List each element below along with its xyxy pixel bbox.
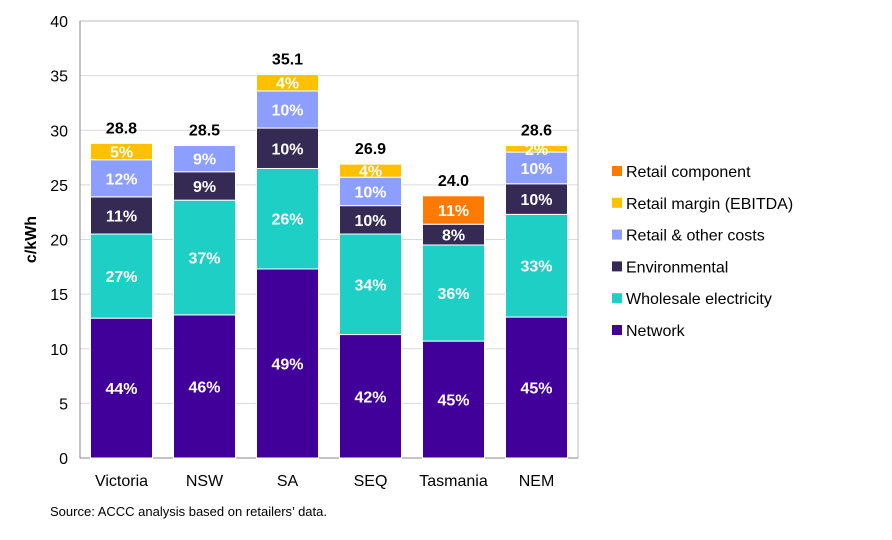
bar-segment [256,268,319,459]
segment-label: 4% [276,76,299,93]
bar-segment [173,171,236,201]
segment-label: 10% [271,102,303,119]
segment-label: 11% [438,203,469,220]
y-tick-label: 20 [50,233,68,250]
total-label: 26.9 [355,141,386,158]
segment-label: 37% [188,251,220,268]
y-tick-label: 35 [50,69,68,86]
segment-label: 10% [520,161,552,178]
bar-segment [173,199,236,316]
y-tick-label: 15 [50,287,68,304]
bar-segment [339,176,402,207]
segment-label: 45% [520,381,552,398]
bar-segment [422,195,485,225]
legend-label: Wholesale electricity [626,291,772,308]
segment-label: 12% [105,171,137,188]
segment-label: 11% [106,208,137,225]
segment-label: 49% [271,356,303,373]
total-label: 24.0 [438,173,469,190]
segment-label: 9% [193,152,216,169]
bar-segment [505,145,568,153]
legend-label: Network [626,323,686,340]
legend-swatch [612,293,622,304]
y-tick-label: 0 [59,451,68,468]
x-tick-label: Tasmania [419,473,488,490]
segment-label: 10% [520,192,552,209]
source-note: Source: ACCC analysis based on retailers… [50,504,327,519]
legend-swatch [612,229,622,240]
bar-segment [256,90,319,129]
legend-label: Environmental [626,259,728,276]
total-label: 28.6 [521,123,552,140]
x-tick-label: SEQ [354,473,388,490]
total-label: 28.5 [189,123,220,140]
bar-segment [256,127,319,169]
segment-label: 5% [110,145,133,162]
bar-segment [339,163,402,178]
bar-segment [90,142,153,161]
segment-label: 8% [442,228,465,245]
bar-segment [339,334,402,459]
segment-label: 45% [437,393,469,410]
bar-segment [505,183,568,215]
total-label: 35.1 [272,52,303,69]
segment-label: 42% [354,389,386,406]
segment-label: 10% [354,184,386,201]
y-tick-label: 30 [50,123,68,140]
segment-label: 10% [354,213,386,230]
segment-label: 9% [193,179,216,196]
segment-label: 46% [188,379,220,396]
segment-label: 33% [520,259,552,276]
bar-segment [173,145,236,173]
bar-segment [339,233,402,336]
legend-label: Retail margin (EBITDA) [626,196,793,213]
x-tick-label: NEM [519,473,555,490]
legend-label: Retail component [626,164,751,181]
total-label: 28.8 [106,120,137,137]
x-tick-label: NSW [186,473,224,490]
segment-label: 2% [525,142,548,159]
bar-segment [90,159,153,198]
bar-segment [505,213,568,318]
segment-label: 10% [271,141,303,158]
bar-segment [90,317,153,459]
y-axis-label: c/kWh [23,216,40,263]
bar-segment [90,233,153,319]
legend-swatch [612,197,622,208]
segment-label: 34% [354,277,386,294]
bar-segment [339,205,402,235]
bar-segment [422,244,485,342]
y-tick-label: 5 [59,396,68,413]
bar-segment [173,314,236,459]
segment-label: 36% [437,286,469,303]
bar-segment [256,167,319,270]
legend-swatch [612,166,622,176]
bar-segment [256,74,319,92]
x-tick-label: SA [277,473,299,490]
segment-label: 27% [105,269,137,286]
segment-label: 44% [105,381,137,398]
bar-segment [90,196,153,235]
legend-label: Retail & other costs [626,228,765,245]
segment-label: 4% [359,164,382,181]
legend-swatch [612,325,622,335]
x-tick-label: Victoria [95,473,148,490]
y-tick-label: 25 [50,178,68,195]
y-tick-label: 40 [50,14,68,31]
segment-label: 26% [271,212,303,229]
legend-swatch [612,261,622,272]
y-tick-label: 10 [50,342,68,359]
